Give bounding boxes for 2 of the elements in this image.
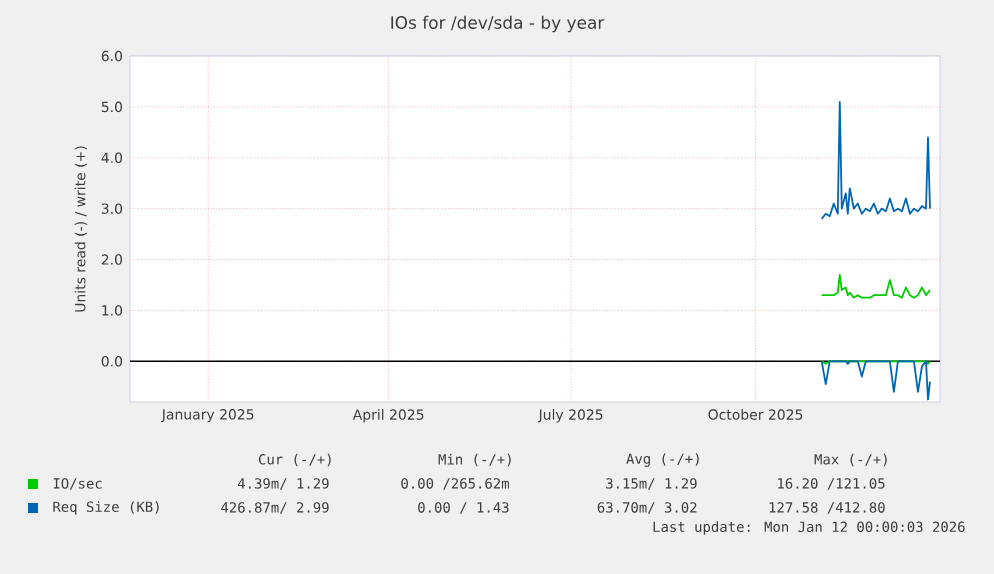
line-series (820, 100, 931, 220)
chart-title: IOs for /dev/sda - by year (391, 15, 605, 33)
